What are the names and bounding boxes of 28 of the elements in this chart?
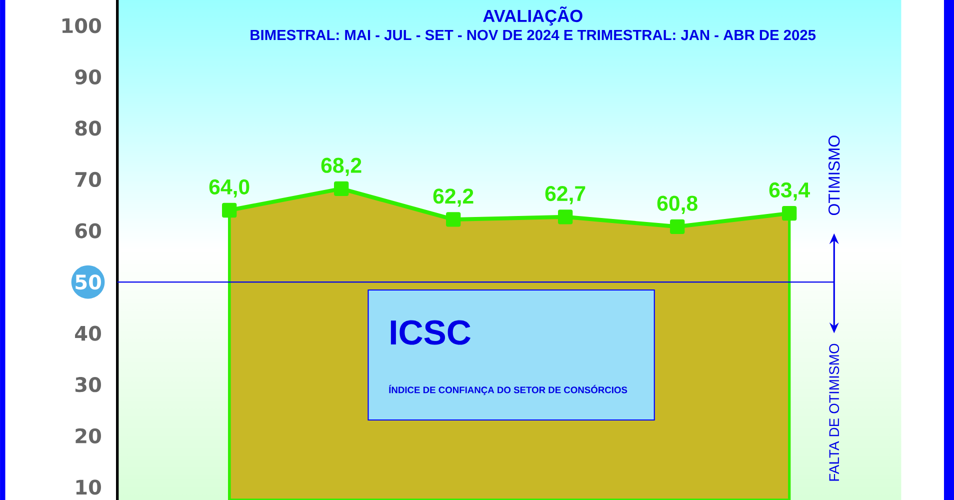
y-tick-label: 40 [75, 326, 101, 341]
y-tick-label: 50 [76, 274, 101, 290]
annotation: ICSC [390, 320, 470, 345]
data-label: 60,8 [657, 196, 698, 214]
point [670, 219, 685, 234]
data-label: 64,0 [209, 179, 250, 198]
point [782, 206, 797, 221]
text: OTIMISMO [828, 136, 840, 216]
y-tick-label: 20 [76, 428, 101, 444]
y-tick-label: 100 [62, 18, 102, 34]
point [222, 202, 237, 218]
y-tick-label: 30 [75, 377, 101, 392]
y-tick-label: 70 [75, 172, 101, 188]
annotation: ÍNDICE DE CONFIANÇA DO SETOR DE CONSÓRCIOS [389, 384, 628, 396]
point [446, 212, 461, 227]
text: FALTA DE OTIMISMO [829, 344, 840, 481]
data-label: 62,7 [545, 186, 586, 204]
y-tick-label: 90 [75, 69, 101, 84]
point [334, 181, 349, 196]
y-tick-label: 80 [75, 120, 101, 136]
data-label: 63,4 [769, 182, 810, 201]
text: BIMESTRAL: MAI - JUL - SET - NOV DE 2024 E TRIMESTRAL: JAN - ABR DE 2025 [250, 30, 816, 40]
y-tick-label: 60 [75, 223, 101, 238]
point [558, 210, 573, 224]
data-label: 68,2 [321, 158, 362, 176]
chart-title: AVALIAÇÃO [483, 6, 582, 26]
y-tick-label: 10 [76, 480, 101, 495]
data-label: 62,2 [433, 188, 474, 207]
